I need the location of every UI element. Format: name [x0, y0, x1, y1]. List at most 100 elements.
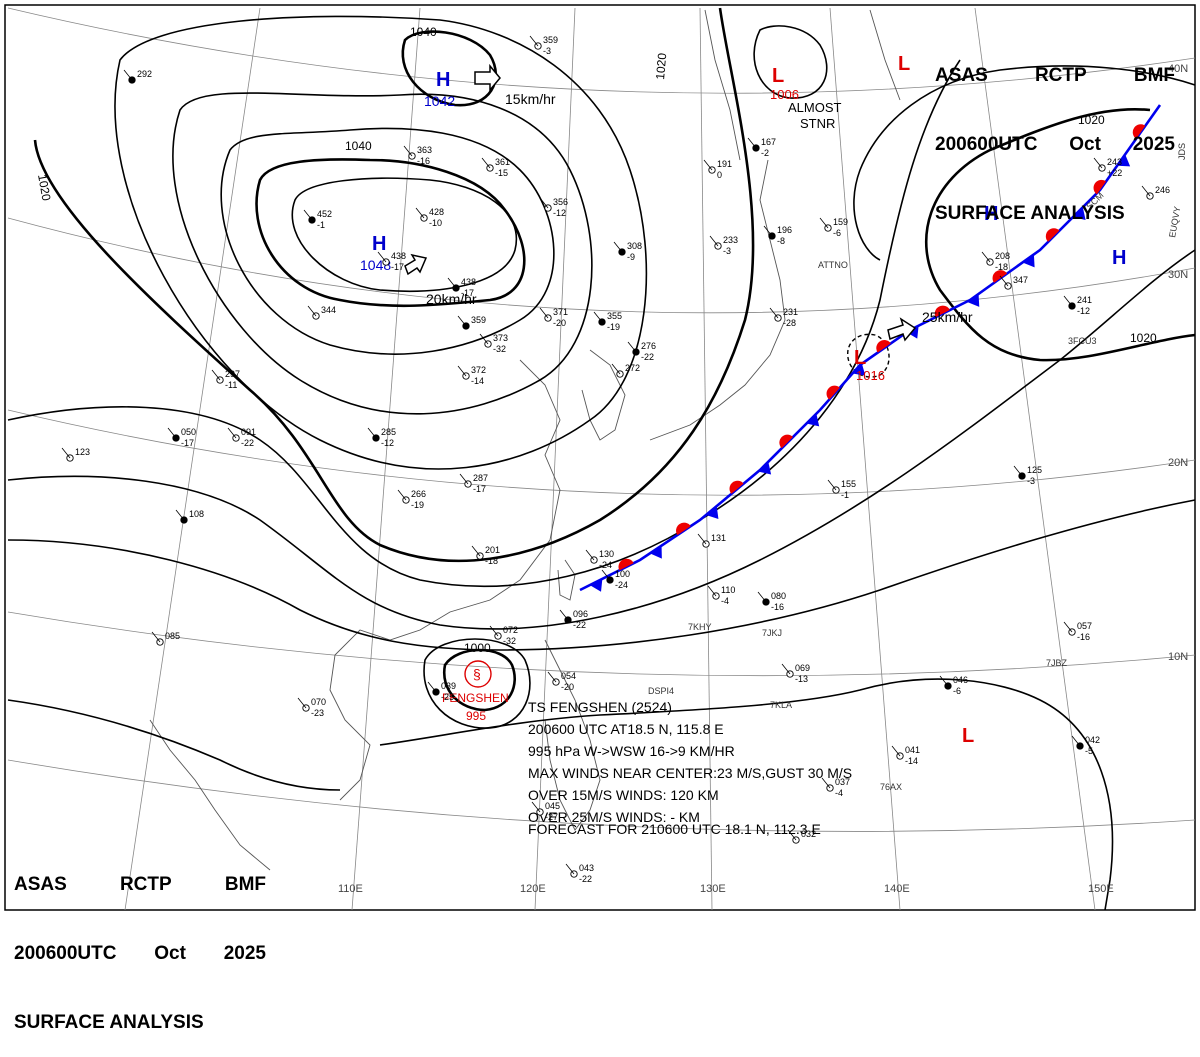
station-tendency: -14: [471, 376, 484, 386]
lon-label: 150E: [1088, 883, 1114, 895]
station-tendency: -22: [579, 874, 592, 884]
station-tendency: -18: [485, 556, 498, 566]
header-line-1: ASAS RCTP BMF: [935, 64, 1175, 87]
isobar-label: 1020: [653, 52, 669, 80]
station-pressure: 372: [471, 365, 486, 375]
wind-barb: [1013, 465, 1023, 477]
wind-barb: [489, 625, 499, 637]
isobar-1020-east: [924, 108, 1196, 362]
station-pressure: 123: [75, 447, 90, 457]
isobar-label: 1020: [35, 173, 53, 202]
isobar-label: 1020: [1078, 113, 1105, 127]
low-center-southeast: L: [962, 725, 974, 747]
coastlines: [149, 9, 901, 871]
station-pressure: 361: [495, 157, 510, 167]
typhoon-info-line: FORECAST FOR 210600 UTC 18.1 N, 112.3 E: [528, 821, 821, 837]
typhoon-info-block: TS FENGSHEN (2524) 200600 UTC AT18.5 N, …: [528, 699, 852, 837]
motion-label-20: 20km/hr: [426, 291, 477, 307]
station-pressure: 125: [1027, 465, 1042, 475]
station-pressure: 347: [1013, 275, 1028, 285]
coast-indochina: [149, 719, 271, 871]
ship-label: 7KHY: [688, 622, 712, 632]
station-tendency: -19: [607, 322, 620, 332]
wind-barb: [565, 863, 575, 875]
cold-front-line: [579, 104, 1162, 592]
station-pressure: 155: [841, 479, 856, 489]
isobar-1016: [7, 59, 961, 588]
meridian-150e: [974, 7, 1096, 911]
warm-front-bump: [779, 434, 794, 449]
ship-label: 3FCU3: [1068, 336, 1097, 346]
wind-barb: [703, 159, 713, 171]
typhoon-info-line: MAX WINDS NEAR CENTER:23 M/S,GUST 30 M/S: [528, 765, 852, 781]
typhoon-info-line: OVER 15M/S WINDS: 120 KM: [528, 787, 719, 803]
wind-barb: [307, 305, 317, 317]
motion-arrow-15: [474, 63, 501, 93]
station-pressure: 070: [311, 697, 326, 707]
station-pressure: 039: [441, 681, 456, 691]
wind-barb: [769, 307, 779, 319]
ship-label: 7JBZ: [1046, 658, 1068, 668]
station-pressure: 091: [241, 427, 256, 437]
cold-front-triangle: [1072, 207, 1086, 220]
isobar-label: 1020: [1130, 331, 1157, 345]
ship-label: JDS: [1177, 143, 1187, 160]
header-region: ASAS: [14, 874, 67, 895]
station-tendency: -27: [545, 812, 558, 822]
coast-philippines: [544, 639, 601, 831]
coast-kamchatka: [869, 9, 901, 101]
wind-barb: [1063, 295, 1073, 307]
station-tendency: -32: [493, 344, 506, 354]
station-pressure: 231: [783, 307, 798, 317]
header-year: 2025: [1132, 134, 1175, 155]
station-tendency: -10: [429, 218, 442, 228]
low-center-1006: L: [772, 65, 784, 87]
cold-front-triangle: [852, 363, 866, 376]
station-pressure: 246: [1155, 185, 1170, 195]
ship-label: 76AX: [880, 782, 902, 792]
wind-barb: [479, 333, 489, 345]
coast-taiwan: [557, 559, 576, 601]
header-code: BMF: [1133, 65, 1175, 86]
isobar-1036: [291, 177, 518, 293]
wind-barb: [827, 479, 837, 491]
station-pressure: 201: [485, 545, 500, 555]
meridian-110e: [351, 7, 421, 911]
motion-label-15: 15km/hr: [505, 91, 556, 107]
wind-barb: [457, 315, 467, 327]
lat-label: 40N: [1168, 63, 1188, 75]
lat-label: 30N: [1168, 269, 1188, 281]
station-tendency: -16: [771, 602, 784, 612]
station-tendency: -6: [833, 228, 841, 238]
station-pressure: 356: [553, 197, 568, 207]
station-pressure: 110: [721, 585, 735, 595]
wind-barb: [627, 341, 637, 353]
warm-front-bump: [992, 270, 1008, 283]
station-pressure: 037: [835, 777, 850, 787]
high-center-east-1: H: [984, 203, 998, 225]
high-center-1042: H: [436, 69, 450, 91]
lon-label: 110E: [338, 883, 363, 895]
station-tendency: -12: [1077, 306, 1090, 316]
station-tendency: -3: [543, 46, 551, 56]
station-tendency: -18: [995, 262, 1008, 272]
station-plots: 292359-3363-16452-1428-10438-17438-17361…: [61, 35, 1170, 884]
station-pressure: 191: [717, 159, 732, 169]
wind-barb: [403, 145, 413, 157]
wind-barb: [531, 801, 541, 813]
station-tendency: -22: [641, 352, 654, 362]
isobars: [7, 7, 1196, 911]
station-tendency: -1: [317, 220, 325, 230]
station-tendency: -28: [783, 318, 796, 328]
map-frame: [4, 4, 1196, 911]
high-value-1042: 1042: [424, 93, 455, 109]
station-pressure: 233: [723, 235, 738, 245]
low-center-1016: L: [854, 347, 866, 369]
isobar-1040-center: [255, 158, 526, 308]
wind-barb: [747, 137, 757, 149]
station-pressure: 287: [473, 473, 488, 483]
header-time: 200600UTC: [14, 943, 117, 964]
station-pressure: 167: [761, 137, 776, 147]
meridian-130e: [699, 7, 713, 911]
station-pressure: 159: [833, 217, 848, 227]
